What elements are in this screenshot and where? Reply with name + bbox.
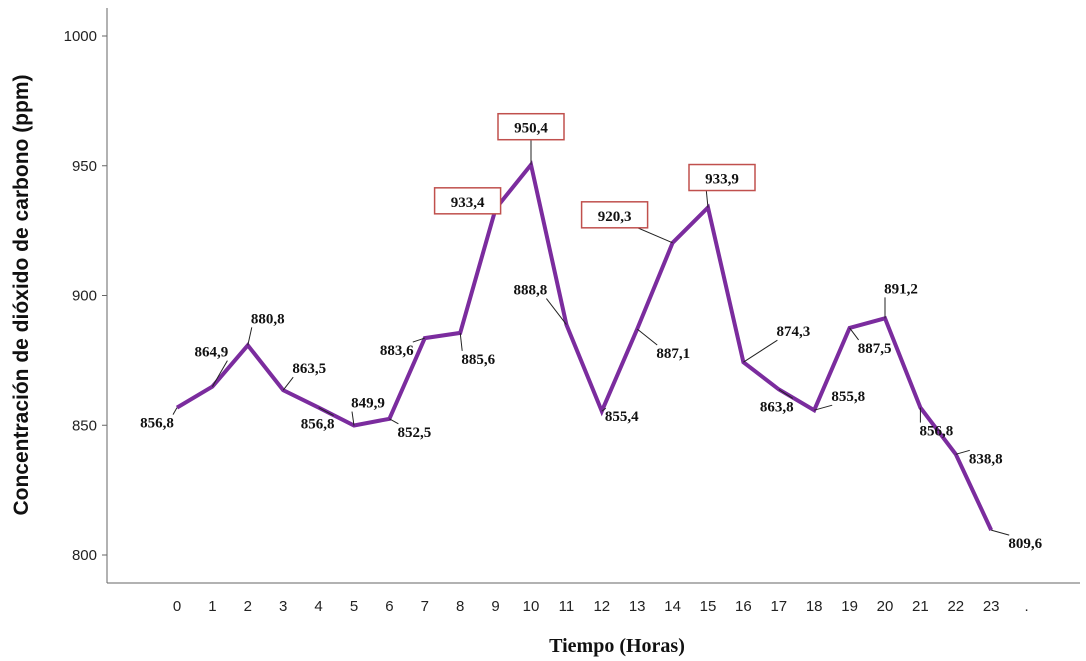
x-tick-label: 17 [770,598,787,615]
data-label-highlight-box [580,201,649,229]
data-label-highlight-box [433,187,502,215]
data-label-leader [955,449,970,455]
data-label: 856,8 [920,424,954,440]
data-label: 809,6 [1008,536,1042,552]
y-tick-label: 950 [72,158,97,175]
data-label: 856,8 [140,416,174,432]
data-label: 838,8 [969,451,1003,467]
data-label: 874,3 [777,324,811,340]
data-label-leader [412,337,425,343]
x-tick-label: 13 [629,598,646,615]
data-label: 920,3 [598,209,632,225]
y-tick-label: 1000 [64,28,97,45]
data-label: 852,5 [398,425,432,441]
data-label-leader [282,376,294,391]
data-label: 855,8 [831,389,865,405]
data-label: 883,6 [380,343,414,359]
data-label-leader [389,418,399,425]
x-tick-label: 20 [877,598,894,615]
data-label: 880,8 [251,311,285,327]
x-tick-label: 9 [491,598,499,615]
y-axis-title: Concentración de dióxido de carbono (ppm… [10,74,33,515]
x-tick-label: 14 [664,598,681,615]
data-label: 887,1 [656,346,690,362]
data-label: 950,4 [514,121,548,137]
data-label-leader [318,407,334,417]
y-tick-label: 900 [72,288,97,305]
data-label-leader [743,339,778,363]
data-label-leader [172,407,178,415]
y-tick-label: 800 [72,547,97,564]
data-label: 888,8 [514,283,548,299]
data-label-leader [247,327,253,346]
data-label-leader [636,328,658,346]
x-axis-title: Tiempo (Horas) [549,635,685,657]
data-label-leader [991,529,1010,536]
x-tick-label: 11 [559,598,575,615]
x-tick-label: 7 [421,598,429,615]
data-label-leader [546,298,567,325]
data-label-leader [814,404,833,411]
x-tick-label: 12 [593,598,610,615]
data-label: 891,2 [884,281,918,297]
data-label: 864,9 [195,345,229,361]
data-label-leader [778,389,794,399]
x-tick-label: 2 [244,598,252,615]
data-series [175,160,994,531]
x-tick-label: 6 [385,598,393,615]
x-tick-label: 3 [279,598,287,615]
data-label: 933,9 [705,172,739,188]
x-tick-label: 23 [983,598,1000,615]
data-label: 885,6 [461,352,495,368]
data-label-leader [459,332,463,351]
x-tick-label: 5 [350,598,358,615]
data-label-leader [849,327,859,341]
x-tick-label: 22 [947,598,964,615]
data-label: 855,4 [605,409,639,425]
chart-axes [106,8,1080,584]
series-line [175,160,994,531]
x-tick-label: 21 [912,598,929,615]
x-axis-ticks: 0 1 2 3 4 5 6 7 8 9 10 11 12 13 14 15 16 17 18 19 20 21 22 23. [173,598,1029,615]
data-label: 863,5 [292,361,326,377]
data-label-leader [211,360,228,387]
y-axis-ticks: 800 850 900 950 1000 [64,28,107,564]
data-label-highlight-box [688,163,756,192]
data-label: 856,8 [301,417,335,433]
x-tick-label: 10 [523,598,540,615]
data-label: 933,4 [451,195,485,211]
data-label-leader [601,407,607,412]
x-tick-label: 16 [735,598,752,615]
x-tick-label: 15 [700,598,717,615]
data-label: 887,5 [858,341,892,357]
data-label: 863,8 [760,399,794,415]
x-tick-label: 1 [208,598,216,615]
data-labels: 856,8 864,9 880,8 863,5 856,8 849,9 852,5 883,6… [140,112,1043,552]
x-tick-label: 0 [173,598,181,615]
y-tick-label: 850 [72,417,97,434]
data-label-highlight-box [497,112,565,141]
x-tick-label: 4 [314,598,322,615]
x-tick-label: . [1025,598,1029,615]
x-tick-label: 19 [841,598,858,615]
x-tick-label: 18 [806,598,823,615]
data-label: 849,9 [351,396,385,412]
data-label-leader [351,411,355,426]
x-tick-label: 8 [456,598,464,615]
